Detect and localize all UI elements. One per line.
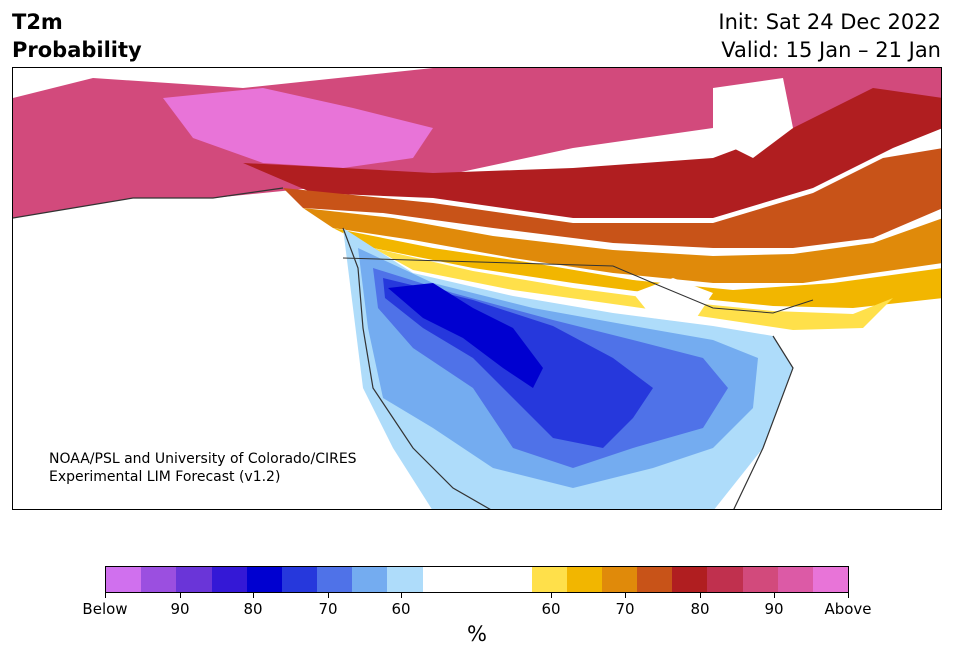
- tick-mark-8: [774, 593, 775, 598]
- tick-label-6: 70: [615, 600, 635, 618]
- colorbar-above-8: [812, 567, 849, 592]
- tick-label-7: 80: [690, 600, 710, 618]
- tick-label-1: 90: [170, 600, 190, 618]
- colorbar-below-1: [141, 567, 177, 592]
- tick-mark-3: [328, 593, 329, 598]
- above-60-band: [333, 228, 941, 308]
- colorbar-above-3: [637, 567, 673, 592]
- tick-label-4: 60: [391, 600, 411, 618]
- credit-line-2: Experimental LIM Forecast (v1.2): [49, 469, 281, 485]
- tick-label-0: Below: [82, 600, 128, 618]
- credit-text: NOAA/PSL and University of Colorado/CIRE…: [49, 450, 357, 486]
- colorbar-below-0: [106, 567, 142, 592]
- colorbar-above-2: [601, 567, 638, 592]
- tick-label-3: 70: [318, 600, 338, 618]
- colorbar-below-3: [211, 567, 247, 592]
- tick-mark-1: [180, 593, 181, 598]
- probability-map: [12, 67, 942, 510]
- colorbar-above-4: [672, 567, 708, 592]
- tick-label-5: 60: [541, 600, 561, 618]
- tick-mark-0: [105, 593, 106, 598]
- colorbar-below-7: [352, 567, 388, 592]
- tick-mark-5: [551, 593, 552, 598]
- map-title: T2m Probability: [12, 8, 142, 64]
- colorbar-above-1: [566, 567, 602, 592]
- colorbar-below-6: [317, 567, 353, 592]
- tick-label-2: 80: [243, 600, 263, 618]
- below-90-core: [388, 283, 543, 388]
- hudson-bay: [713, 78, 793, 158]
- tick-mark-9: [848, 593, 849, 598]
- above-max-region: [163, 88, 433, 168]
- colorbar-below-2: [176, 567, 212, 592]
- above-65-band: [303, 208, 941, 283]
- above-70-band: [283, 148, 941, 248]
- above-55-band: [373, 248, 893, 330]
- valid-range: Valid: 15 Jan – 21 Jan: [721, 38, 941, 62]
- colorbar: [105, 566, 849, 593]
- credit-line-1: NOAA/PSL and University of Colorado/CIRE…: [49, 451, 357, 467]
- title-line-2: Probability: [12, 38, 142, 62]
- colorbar-below-5: [281, 567, 318, 592]
- colorbar-above-6: [742, 567, 778, 592]
- init-date: Init: Sat 24 Dec 2022: [718, 10, 941, 34]
- colorbar-above-0: [531, 567, 567, 592]
- tick-mark-4: [401, 593, 402, 598]
- tick-mark-6: [625, 593, 626, 598]
- above-80-band: [243, 88, 941, 218]
- tick-label-9: Above: [824, 600, 872, 618]
- map-graphic: [13, 68, 941, 509]
- lakes: [633, 278, 713, 323]
- colorbar-above-7: [777, 567, 813, 592]
- country-border: [342, 257, 814, 314]
- colorbar-above-5: [707, 567, 743, 592]
- colorbar-neutral: [422, 567, 532, 592]
- forecast-dates: Init: Sat 24 Dec 2022 Valid: 15 Jan – 21…: [718, 8, 941, 64]
- tick-mark-7: [700, 593, 701, 598]
- colorbar-below-4: [246, 567, 282, 592]
- coastline: [13, 187, 794, 509]
- colorbar-below-8: [387, 567, 423, 592]
- colorbar-unit: %: [467, 622, 487, 646]
- tick-mark-2: [253, 593, 254, 598]
- title-line-1: T2m: [12, 10, 63, 34]
- tick-label-8: 90: [764, 600, 784, 618]
